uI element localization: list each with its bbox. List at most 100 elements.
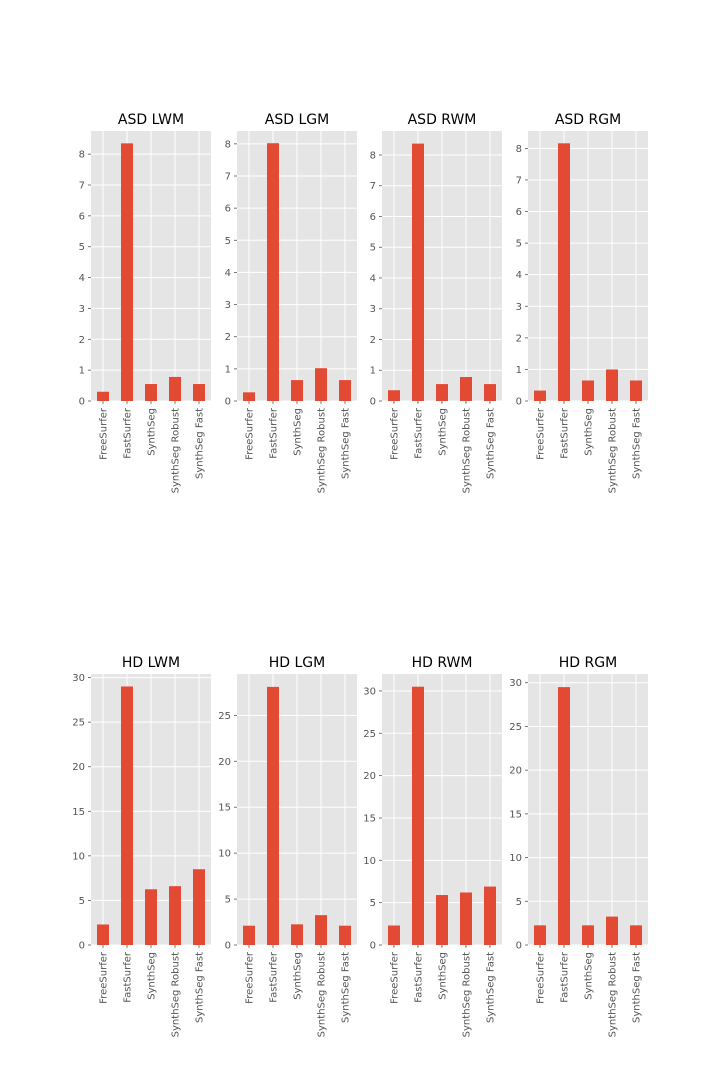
bar-fastsurfer [121, 143, 133, 402]
y-tick-label: 25 [363, 729, 376, 740]
bar-synthseg [291, 380, 303, 401]
x-tick-label: FastSurfer [414, 407, 425, 459]
y-tick-label: 3 [516, 302, 522, 313]
x-tick-label: SynthSeg Robust [171, 408, 182, 493]
x-tick-label: SynthSeg [147, 952, 158, 1000]
y-tick-label: 6 [516, 207, 522, 218]
y-tick-label: 30 [72, 673, 85, 684]
y-tick-label: 2 [516, 333, 522, 344]
y-tick-label: 4 [516, 270, 522, 281]
chart-hd-rgm: 0 5 10 15 20 25 30 FreeSurfer FastSurfer SynthSeg… [509, 655, 648, 1037]
y-tick-label: 5 [225, 895, 231, 906]
x-tick-label: FastSurfer [269, 951, 280, 1003]
x-tick-label: FastSurfer [123, 951, 134, 1003]
x-tick-label: FastSurfer [560, 951, 571, 1003]
bar-synthseg [145, 384, 157, 401]
y-tick-label: 10 [72, 851, 85, 862]
bar-synthseg-fast [484, 886, 496, 945]
bar-synthseg-fast [630, 380, 642, 401]
y-tick-label: 0 [370, 397, 376, 408]
y-tick-label: 10 [218, 849, 231, 860]
bar-fastsurfer [267, 143, 279, 401]
bar-synthseg-robust [606, 916, 618, 945]
bar-freesurfer [534, 390, 546, 401]
y-tick-label: 0 [225, 941, 231, 952]
bar-freesurfer [97, 924, 109, 945]
x-tick-label: SynthSeg Robust [462, 952, 473, 1037]
y-tick-label: 8 [225, 139, 231, 150]
bar-fastsurfer [558, 687, 570, 945]
chart-asd-rwm: 0 1 2 3 4 5 6 7 8 FreeSurfer FastSurfer SynthSeg Syn… [370, 112, 502, 493]
bar-fastsurfer [412, 686, 424, 945]
bar-fastsurfer [267, 686, 279, 945]
chart-asd-rgm: 0 1 2 3 4 5 6 7 8 FreeSurfer FastSurfer SynthSeg Syn… [516, 112, 648, 493]
y-tick-label: 0 [79, 397, 85, 408]
y-tick-label: 1 [225, 364, 231, 375]
chart-title: ASD RWM [408, 112, 477, 128]
chart-title: HD LWM [122, 655, 180, 671]
x-tick-label: SynthSeg Fast [195, 408, 206, 479]
x-tick-label: SynthSeg Fast [486, 952, 497, 1023]
y-tick-label: 0 [225, 397, 231, 408]
chart-title: HD RWM [412, 655, 473, 671]
bar-synthseg-robust [460, 892, 472, 945]
y-tick-label: 10 [363, 856, 376, 867]
y-tick-label: 5 [516, 239, 522, 250]
y-tick-label: 3 [225, 300, 231, 311]
bar-synthseg-robust [606, 369, 618, 401]
bar-freesurfer [97, 391, 109, 401]
y-tick-label: 7 [225, 172, 231, 183]
x-tick-label: FreeSurfer [536, 951, 547, 1004]
x-tick-label: SynthSeg [438, 952, 449, 1000]
bar-synthseg-robust [169, 376, 181, 401]
x-tick-label: SynthSeg [584, 952, 595, 1000]
y-tick-label: 6 [225, 204, 231, 215]
x-tick-label: FastSurfer [269, 407, 280, 459]
y-tick-label: 2 [79, 335, 85, 346]
bar-synthseg-fast [193, 869, 205, 945]
y-tick-label: 25 [218, 711, 231, 722]
y-tick-label: 7 [370, 181, 376, 192]
x-tick-label: SynthSeg Fast [341, 952, 352, 1023]
bar-fastsurfer [412, 143, 424, 401]
chart-hd-lwm: 0 5 10 15 20 25 30 FreeSurfer FastSurfer SynthSeg… [72, 655, 211, 1037]
y-tick-label: 5 [79, 896, 85, 907]
y-tick-label: 0 [516, 397, 522, 408]
y-tick-label: 10 [509, 853, 522, 864]
y-tick-label: 2 [370, 335, 376, 346]
y-tick-label: 20 [72, 762, 85, 773]
chart-hd-lgm: 0 5 10 15 20 25 FreeSurfer FastSurfer SynthSeg Sy… [218, 655, 357, 1037]
bar-freesurfer [388, 925, 400, 945]
chart-title: HD LGM [269, 655, 326, 671]
y-tick-label: 3 [370, 304, 376, 315]
x-tick-label: FastSurfer [414, 951, 425, 1003]
x-tick-label: SynthSeg Robust [317, 952, 328, 1037]
y-tick-label: 20 [363, 771, 376, 782]
y-tick-label: 0 [370, 941, 376, 952]
y-tick-label: 2 [225, 332, 231, 343]
x-tick-label: SynthSeg [147, 408, 158, 456]
y-tick-label: 8 [370, 150, 376, 161]
x-tick-label: SynthSeg Robust [608, 408, 619, 493]
y-tick-label: 3 [79, 304, 85, 315]
bar-freesurfer [388, 390, 400, 401]
y-tick-label: 20 [218, 757, 231, 768]
y-tick-label: 5 [79, 242, 85, 253]
bar-synthseg-fast [193, 384, 205, 401]
bar-synthseg-fast [630, 925, 642, 945]
y-tick-label: 30 [363, 686, 376, 697]
x-tick-label: SynthSeg [293, 952, 304, 1000]
y-tick-label: 15 [218, 803, 231, 814]
y-tick-label: 5 [370, 243, 376, 254]
y-tick-label: 1 [370, 366, 376, 377]
bar-fastsurfer [558, 143, 570, 401]
bar-freesurfer [243, 392, 255, 401]
y-tick-label: 0 [79, 941, 85, 952]
bar-synthseg [582, 380, 594, 401]
bar-freesurfer [534, 925, 546, 945]
x-tick-label: FreeSurfer [390, 951, 401, 1004]
y-tick-label: 1 [516, 365, 522, 376]
y-tick-label: 1 [79, 366, 85, 377]
y-tick-label: 7 [516, 175, 522, 186]
y-tick-label: 4 [79, 273, 85, 284]
